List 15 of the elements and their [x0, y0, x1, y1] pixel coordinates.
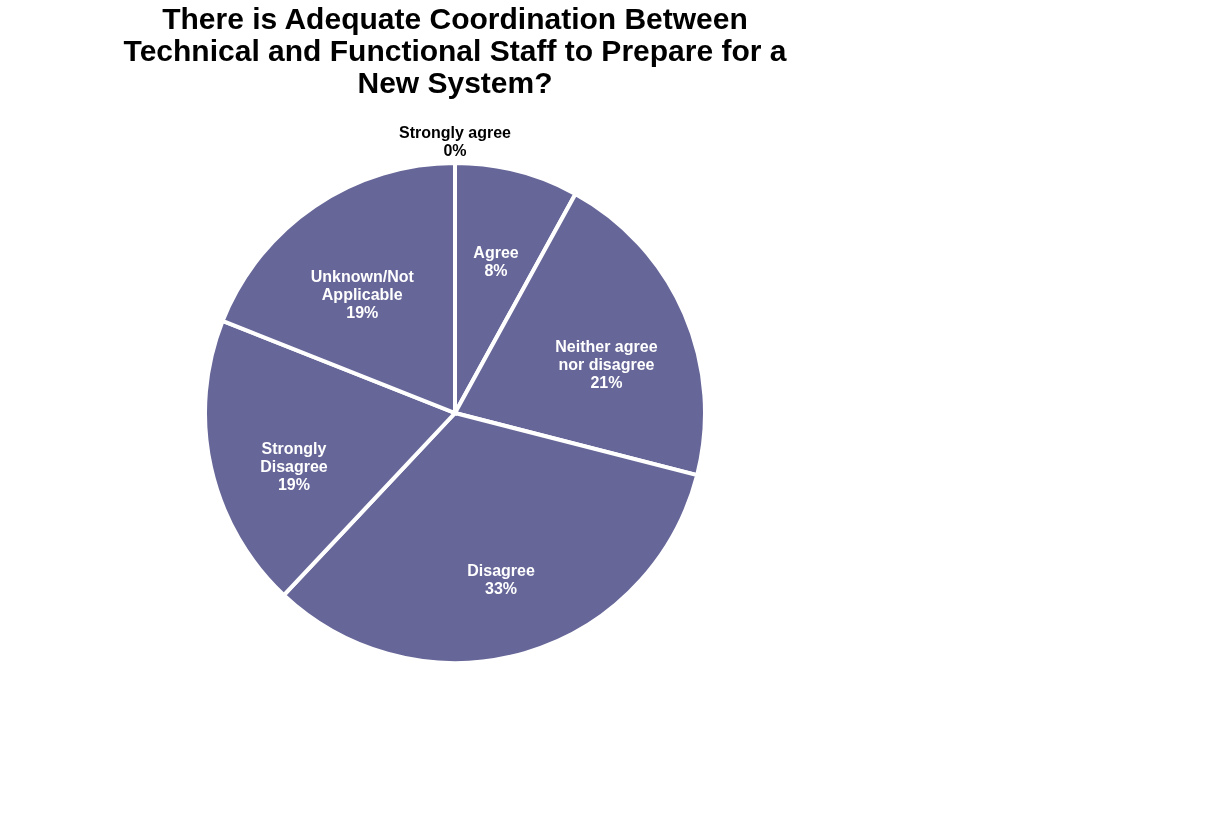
text: New System?: [357, 66, 553, 99]
category-label: Strongly agree: [398, 124, 512, 141]
data-label: 19%: [346, 303, 379, 321]
data-label: 21%: [590, 374, 623, 392]
data-label: 33%: [485, 580, 518, 598]
text: There is Adequate Coordination Between: [162, 2, 748, 35]
data-label: 19%: [277, 475, 310, 493]
slice-label: Neither agree nor disagree: [555, 338, 658, 374]
slice-label: Unknown/Not Applicable: [310, 267, 415, 303]
slice-label: Strongly Disagree: [260, 439, 328, 475]
text: 0%: [443, 142, 467, 159]
slice-label: Agree: [473, 244, 519, 262]
slice-label: Disagree: [467, 562, 535, 580]
text: Technical and Functional Staff to Prepare for a: [123, 34, 787, 67]
data-label: 8%: [484, 262, 508, 280]
